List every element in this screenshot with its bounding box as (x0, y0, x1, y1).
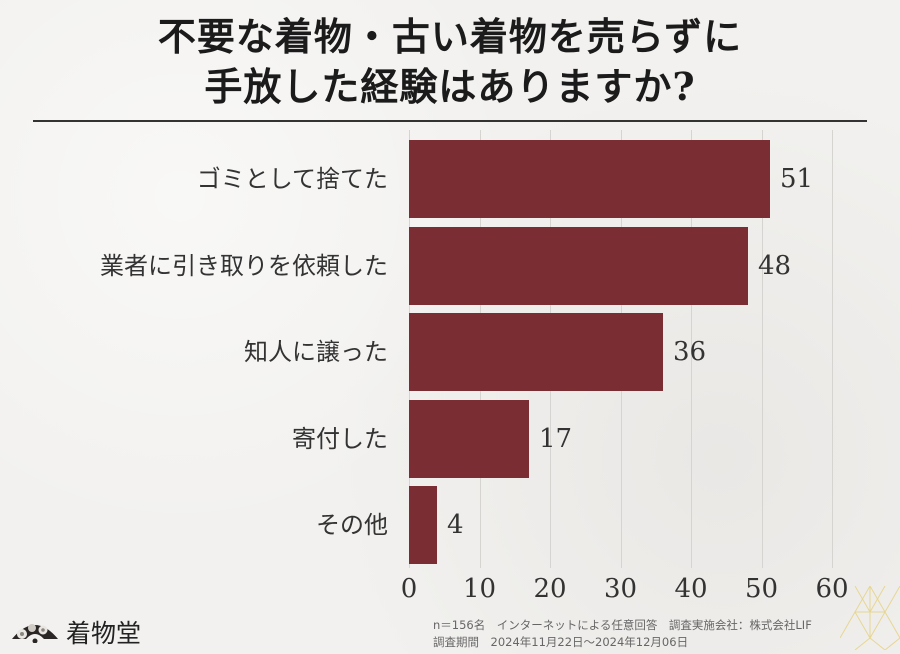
x-tick-label: 20 (533, 574, 567, 604)
bar-value-label: 51 (780, 164, 814, 194)
asanoha-pattern-icon (839, 584, 900, 654)
survey-sample-note: n＝156名 インターネットによる任意回答 調査実施会社：株式会社LIF (433, 618, 812, 632)
folding-fan-icon (10, 617, 60, 647)
bar-1 (409, 227, 748, 305)
category-label: 業者に引き取りを依頼した (100, 252, 388, 280)
category-label: 知人に譲った (244, 338, 388, 366)
bar-value-label: 17 (539, 424, 573, 454)
bar-4 (409, 486, 437, 564)
gridline (761, 130, 763, 568)
bar-3 (409, 400, 529, 478)
x-tick-label: 30 (603, 574, 638, 604)
bar-value-label: 48 (758, 251, 792, 281)
x-tick-label: 10 (462, 574, 497, 604)
x-tick-label: 0 (400, 574, 418, 604)
category-label: その他 (316, 511, 388, 539)
survey-period-note: 調査期間 2024年11月22日～2024年12月06日 (433, 635, 689, 649)
title-line-1: 不要な着物・古い着物を売らずに (157, 14, 743, 59)
x-tick-label: 50 (744, 574, 779, 604)
brand-name: 着物堂 (66, 619, 142, 648)
bar-0 (409, 140, 770, 218)
brand-logo: 着物堂 (10, 614, 141, 650)
x-tick-label: 40 (674, 574, 708, 604)
category-label: 寄付した (292, 425, 388, 453)
title-line-2: 手放した経験はありますか? (204, 64, 696, 109)
plot-area: 51 48 36 17 4 (409, 130, 839, 568)
chart-title: 不要な着物・古い着物を売らずに 手放した経験はありますか? (0, 12, 900, 112)
survey-footnote: n＝156名 インターネットによる任意回答 調査実施会社：株式会社LIF 調査期… (433, 617, 812, 651)
title-divider (33, 120, 867, 122)
gridline (832, 130, 833, 568)
category-label: ゴミとして捨てた (196, 165, 388, 193)
x-tick-label: 60 (815, 574, 849, 604)
gridline (691, 130, 692, 568)
bar-value-label: 36 (673, 337, 707, 367)
bar-2 (409, 313, 663, 391)
bar-value-label: 4 (447, 510, 464, 540)
